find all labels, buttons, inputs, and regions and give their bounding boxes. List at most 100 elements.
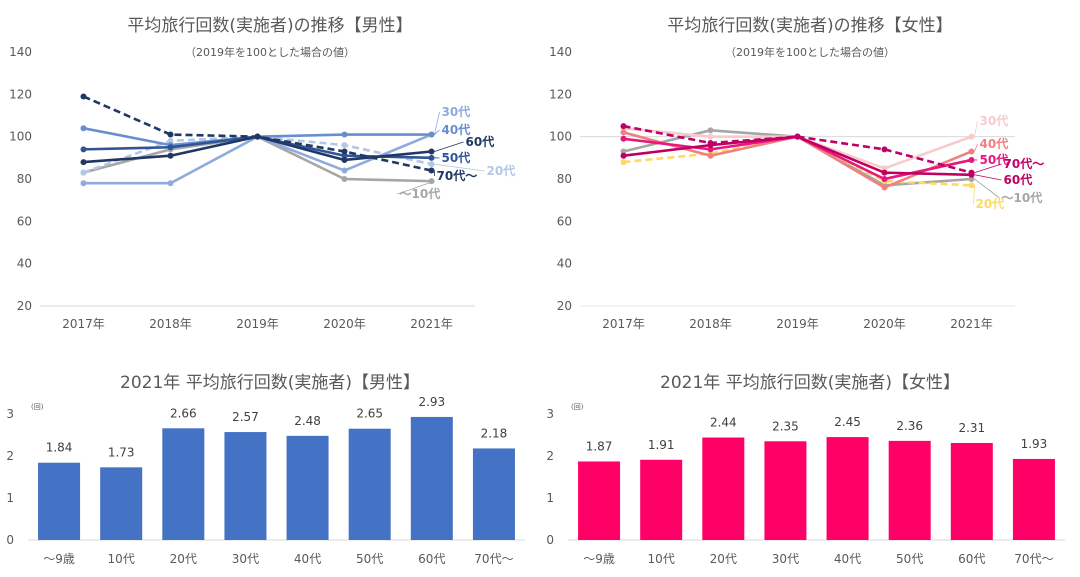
x-tick-label: 20代 [710,552,737,566]
bar-data-label: 2.57 [232,410,259,424]
series-label: 60代 [1004,172,1033,187]
series-point [881,169,888,176]
y-tick-label: 140 [9,45,32,59]
female-trend-line-chart: 平均旅行回数(実施者)の推移【女性】 （2019年を100とした場合の値） 20 40… [549,16,1045,331]
y-axis-unit: (回) [571,403,584,411]
x-tick-label: ～9歳 [43,552,75,566]
bar-data-label: 2.66 [170,406,197,420]
series-point [428,161,435,168]
bar-data-label: 1.84 [46,441,73,455]
series-label-leader [973,185,975,205]
y-tick-label: 0 [546,533,554,547]
series-point [80,169,87,176]
series-label: 20代 [487,163,516,178]
series-point [620,123,627,130]
bar [410,416,453,540]
series-label: ～10代 [400,186,441,201]
series-point [167,144,174,151]
x-tick-label: 2021年 [410,317,453,331]
series-point [968,176,975,182]
series-point [80,159,87,166]
series-point [707,133,714,140]
series-point [620,148,627,155]
x-tick-label: ～9歳 [583,552,615,566]
series-label-leader [974,174,1002,181]
series-point [167,131,174,138]
series-point [620,159,627,166]
chart-title: 2021年 平均旅行回数(実施者)【男性】 [120,373,420,393]
series-point [707,127,714,134]
bar-data-label: 2.48 [294,414,321,428]
series-point [254,133,261,140]
bar-data-label: 2.31 [958,421,985,435]
bar [640,459,683,540]
x-tick-label: 60代 [418,552,445,566]
series-label: 30代 [980,113,1009,128]
series-point [341,167,348,174]
bar-data-label: 1.73 [108,445,135,459]
chart-subtitle: （2019年を100とした場合の値） [725,45,895,59]
y-tick-label: 3 [546,407,554,421]
bar-data-label: 1.91 [648,438,675,452]
series-point [80,125,87,132]
series-label: 40代 [442,122,471,137]
x-tick-label: 2017年 [602,317,645,331]
x-tick-label: 30代 [772,552,799,566]
male-trend-line-chart: 平均旅行回数(実施者)の推移【男性】 （2019年を100とした場合の値） 20 40… [9,16,516,331]
x-tick-label: 2018年 [149,317,192,331]
series-point [707,146,714,153]
bar-data-label: 2.35 [772,419,799,433]
bar [826,437,869,540]
bar [100,467,143,540]
series-point [341,131,348,138]
series-label-leader [974,120,978,137]
y-tick-label: 1 [6,491,14,505]
series-point [794,133,801,140]
series-label: ～10代 [1002,190,1043,205]
series-label-leader [397,180,435,195]
series-point [881,146,888,153]
series-point [968,148,975,155]
bar [950,442,993,540]
series-label: 50代 [980,152,1009,167]
series-point [620,135,627,142]
series-label-leader [974,178,1000,199]
y-tick-label: 80 [17,172,32,186]
x-tick-label: 2019年 [776,317,819,331]
chart-subtitle: （2019年を100とした場合の値） [185,45,355,59]
series-point [428,148,435,155]
chart-title: 2021年 平均旅行回数(実施者)【女性】 [660,373,960,393]
x-tick-label: 10代 [108,552,135,566]
x-tick-label: 2020年 [323,317,366,331]
series-label: 70代～ [437,168,478,183]
series-point [341,176,348,182]
series-label-leader [974,143,978,152]
series-label: 70代～ [1004,156,1045,171]
series-point [620,152,627,159]
x-tick-label: 2021年 [950,317,993,331]
bar [764,441,807,540]
series-point [341,142,348,149]
x-tick-label: 40代 [294,552,321,566]
bar [578,461,621,540]
y-tick-label: 80 [557,172,572,186]
bar-data-label: 2.45 [834,415,861,429]
y-tick-label: 0 [6,533,14,547]
y-tick-label: 40 [557,257,572,271]
x-tick-label: 20代 [170,552,197,566]
series-point [428,154,435,161]
series-point [707,152,714,159]
y-tick-label: 60 [17,214,32,228]
series-point [341,148,348,155]
series-point [707,140,714,147]
female-trend-chart-panel: 平均旅行回数(実施者)の推移【女性】 （2019年を100とした場合の値） 20 40… [540,0,1080,345]
bar [286,435,329,540]
x-tick-label: 2020年 [863,317,906,331]
bar-data-label: 2.93 [418,395,445,409]
y-tick-label: 120 [549,87,572,101]
x-tick-label: 30代 [232,552,259,566]
series-point [968,133,975,140]
series-line-6 [623,124,972,174]
x-tick-label: 70代～ [1014,552,1053,566]
series-point [80,146,87,153]
